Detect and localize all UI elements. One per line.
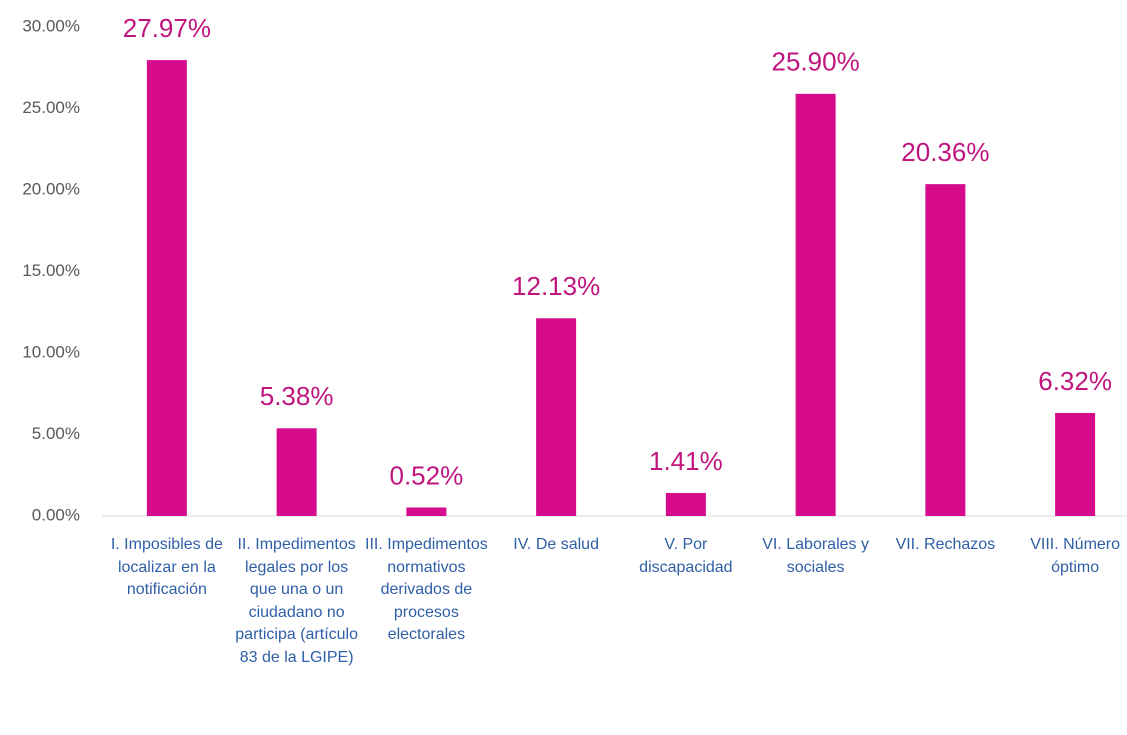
y-tick-label: 5.00% [32, 424, 80, 443]
x-tick-label: VII. Rechazos [895, 536, 996, 553]
x-tick-label: III. Impedimentos normativos derivados d… [365, 536, 488, 643]
data-label: 25.90% [772, 47, 860, 77]
bar [536, 318, 577, 516]
bar [276, 428, 317, 516]
data-label: 12.13% [512, 271, 600, 301]
data-label: 27.97% [123, 13, 211, 43]
data-label: 5.38% [260, 381, 334, 411]
bar [1055, 412, 1096, 516]
y-tick-label: 15.00% [22, 261, 80, 280]
x-tick-label: VIII. Número óptimo [1030, 536, 1121, 576]
y-tick-label: 20.00% [22, 179, 80, 198]
y-tick-label: 0.00% [32, 505, 80, 524]
x-tick-label: VI. Laborales y sociales [762, 536, 869, 576]
y-tick-label: 10.00% [22, 342, 80, 361]
x-tick-label: I. Imposibles de localizar en la notific… [110, 536, 223, 598]
bar [146, 60, 187, 517]
x-tick-label: II. Impedimentos legales por los que una… [235, 536, 358, 666]
data-label: 0.52% [390, 460, 464, 490]
bar [795, 93, 836, 516]
data-label: 20.36% [901, 137, 989, 167]
data-label: 6.32% [1038, 366, 1112, 396]
x-tick-label: IV. De salud [513, 536, 599, 553]
bar [925, 184, 966, 516]
bar [406, 507, 447, 516]
y-tick-label: 25.00% [22, 98, 80, 117]
y-tick-label: 30.00% [22, 16, 80, 35]
bar [665, 493, 706, 516]
data-label: 1.41% [649, 446, 723, 476]
x-tick-label: V. Por discapacidad [639, 536, 733, 576]
